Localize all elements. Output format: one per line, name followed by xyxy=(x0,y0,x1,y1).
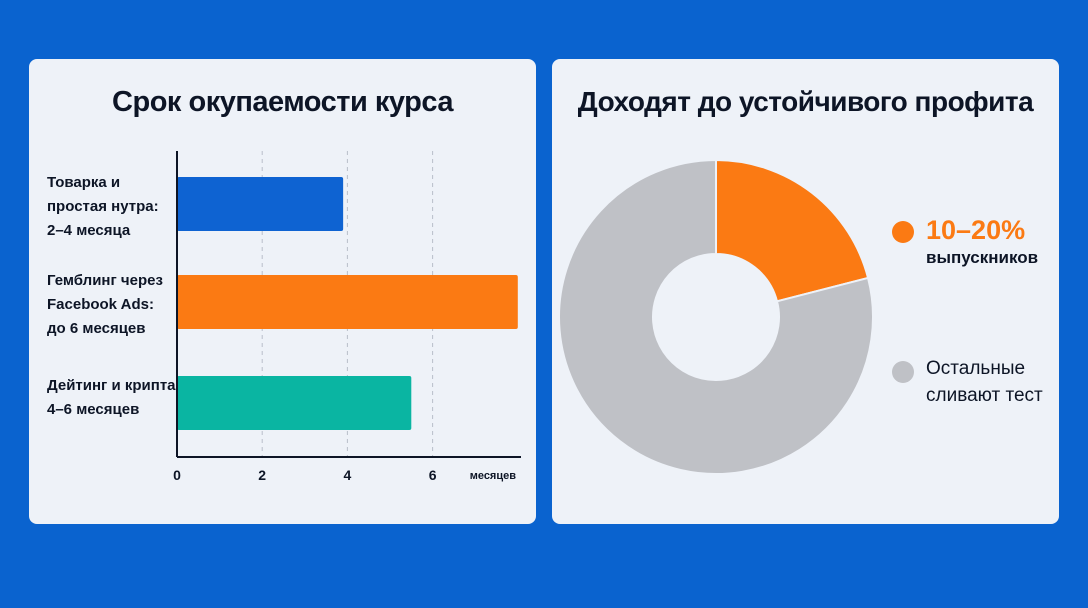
category-label: Товарка и простая нутра: 2–4 месяца xyxy=(47,174,159,239)
donut-slice-2 xyxy=(558,158,874,475)
legend-dot xyxy=(892,221,914,243)
bar-3 xyxy=(177,376,412,430)
payback-chart-title: Срок окупаемости курса xyxy=(112,86,453,118)
bar-1 xyxy=(177,177,344,231)
legend-sublabel: выпускников xyxy=(926,248,1039,267)
profit-donut-chart xyxy=(558,158,874,475)
legend-label: Остальные сливают тест xyxy=(926,358,1043,406)
category-label: Гемблинг через Facebook Ads: до 6 месяце… xyxy=(47,272,163,337)
legend-text: Остальные сливают тест xyxy=(926,355,1043,409)
profit-chart-title: Доходят до устойчивого профита xyxy=(577,86,1034,117)
legend-dot xyxy=(892,361,914,383)
legend-text: 10–20% выпускников xyxy=(926,215,1038,270)
donut-slice-1 xyxy=(715,158,870,303)
x-tick-label: 0 xyxy=(173,467,181,483)
x-axis-label: месяцев xyxy=(470,470,517,482)
profit-chart-panel: Доходят до устойчивого профита 10–20% вып… xyxy=(552,59,1059,524)
legend-label: 10–20% xyxy=(926,215,1026,245)
x-tick-label: 6 xyxy=(429,467,437,483)
x-tick-label: 2 xyxy=(258,467,266,483)
legend-item: Остальные сливают тест xyxy=(892,355,1043,409)
legend-item: 10–20% выпускников xyxy=(892,215,1038,270)
x-tick-label: 4 xyxy=(344,467,352,483)
category-label: Дейтинг и крипта: 4–6 месяцев xyxy=(47,377,181,418)
payback-bar-chart: 0 2 4 6 месяцев xyxy=(173,151,521,483)
payback-chart-panel: Срок окупаемости курса Товарка и простая… xyxy=(29,59,536,524)
bar-2 xyxy=(177,275,518,329)
